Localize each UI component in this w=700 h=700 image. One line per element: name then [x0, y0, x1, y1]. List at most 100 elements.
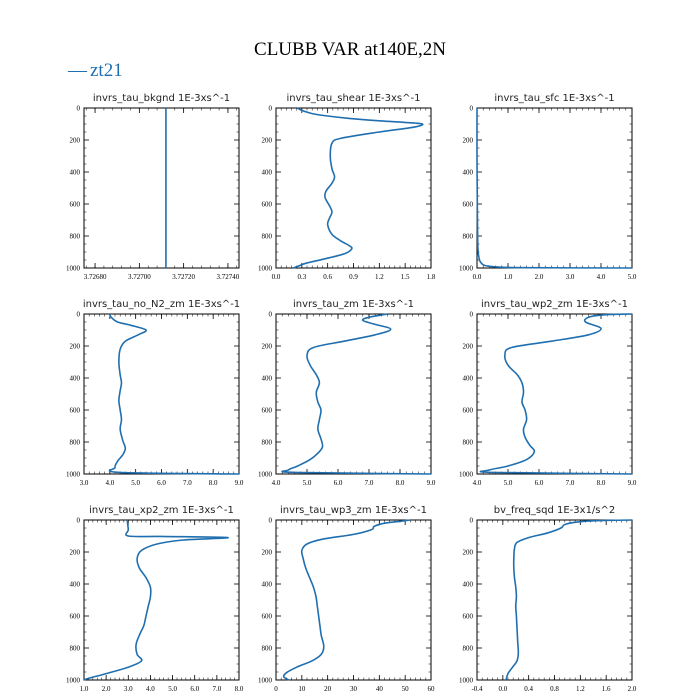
y-tick-label: 600 — [70, 613, 81, 621]
y-tick-label: 800 — [463, 439, 474, 447]
y-tick-label: 800 — [70, 645, 81, 653]
series-line — [282, 519, 411, 681]
x-tick-label: 0.6 — [323, 273, 332, 281]
x-tick-label: 0.9 — [349, 273, 358, 281]
x-tick-label: 3.72720 — [172, 273, 195, 281]
plot-frame — [83, 519, 240, 681]
y-tick-label: 600 — [70, 201, 81, 209]
y-tick-label: 0 — [470, 311, 474, 319]
x-tick-label: 7.0 — [183, 479, 192, 487]
panel-title: invrs_tau_wp3_zm 1E-3xs^-1 — [280, 505, 427, 516]
y-tick-label: 600 — [262, 613, 273, 621]
x-tick-label: 5.0 — [303, 479, 312, 487]
y-tick-label: 0 — [269, 105, 273, 113]
y-tick-label: 600 — [463, 613, 474, 621]
y-tick-label: 600 — [463, 201, 474, 209]
y-tick-label: 0 — [470, 105, 474, 113]
y-tick-label: 800 — [463, 645, 474, 653]
y-tick-label: 200 — [463, 549, 474, 557]
x-tick-label: 3.0 — [124, 685, 133, 693]
x-tick-label: 8.0 — [597, 479, 606, 487]
plot-frame — [275, 519, 432, 681]
plot-frame — [476, 519, 633, 681]
y-tick-label: 600 — [70, 407, 81, 415]
x-tick-label: 0.4 — [524, 685, 533, 693]
y-tick-label: 200 — [70, 549, 81, 557]
panel-title: bv_freq_sqd 1E-3x1/s^2 — [494, 505, 616, 516]
x-tick-label: -0.4 — [471, 685, 483, 693]
x-tick-label: 9.0 — [427, 479, 436, 487]
x-tick-label: 9.0 — [235, 479, 244, 487]
y-tick-label: 0 — [470, 517, 474, 525]
y-tick-label: 1000 — [66, 471, 81, 479]
x-tick-label: 5.0 — [168, 685, 177, 693]
y-tick-label: 200 — [70, 343, 81, 351]
series-line — [83, 519, 229, 681]
panel-title: invrs_tau_zm 1E-3xs^-1 — [293, 299, 414, 310]
x-tick-label: 2.0 — [628, 685, 637, 693]
y-tick-label: 1000 — [258, 677, 273, 685]
x-tick-label: 6.0 — [190, 685, 199, 693]
plot-frame — [275, 313, 432, 475]
x-tick-label: 2.0 — [102, 685, 111, 693]
panel-title: invrs_tau_bkgnd 1E-3xs^-1 — [93, 93, 230, 104]
y-tick-label: 800 — [262, 645, 273, 653]
x-tick-label: 8.0 — [396, 479, 405, 487]
x-tick-label: 0.0 — [473, 273, 482, 281]
chart-panel: invrs_tau_bkgnd 1E-3xs^-1 3.72680 3.72700 3… — [66, 93, 240, 281]
x-tick-label: 5.0 — [131, 479, 140, 487]
x-tick-label: 7.0 — [566, 479, 575, 487]
y-tick-label: 600 — [262, 407, 273, 415]
x-tick-label: 0.8 — [550, 685, 559, 693]
x-tick-label: 1.0 — [504, 273, 513, 281]
y-tick-label: 0 — [269, 517, 273, 525]
legend-marker: — — [67, 60, 88, 81]
x-tick-label: 3.0 — [566, 273, 575, 281]
x-tick-label: 3.72680 — [84, 273, 107, 281]
chart-panel: invrs_tau_wp3_zm 1E-3xs^-10 10 20 30 40 50 600… — [258, 505, 435, 693]
x-tick-label: 2.0 — [535, 273, 544, 281]
x-tick-label: 30 — [350, 685, 358, 693]
chart-panel: invrs_tau_sfc 1E-3xs^-1 0.0 1.0 2.0 3.0 4.0 5.… — [459, 93, 637, 281]
x-tick-label: 0.0 — [272, 273, 281, 281]
y-tick-label: 1000 — [66, 677, 81, 685]
y-tick-label: 400 — [262, 375, 273, 383]
figure-title: CLUBB VAR at140E,2N — [254, 39, 446, 60]
y-tick-label: 400 — [463, 581, 474, 589]
x-tick-label: 0 — [274, 685, 278, 693]
x-tick-label: 4.0 — [146, 685, 155, 693]
panel-title: invrs_tau_sfc 1E-3xs^-1 — [494, 93, 614, 104]
y-tick-label: 800 — [262, 233, 273, 241]
x-tick-label: 10 — [298, 685, 306, 693]
chart-panel: invrs_tau_xp2_zm 1E-3xs^-1 1.0 2.0 3.0 4.0 5.… — [66, 505, 244, 693]
y-tick-label: 1000 — [459, 265, 474, 273]
series-line — [505, 519, 633, 681]
panel-title: invrs_tau_no_N2_zm 1E-3xs^-1 — [83, 299, 240, 310]
series-line — [292, 107, 424, 269]
y-tick-label: 200 — [262, 343, 273, 351]
y-tick-label: 400 — [463, 169, 474, 177]
y-tick-label: 0 — [269, 311, 273, 319]
y-tick-label: 1000 — [459, 677, 474, 685]
y-tick-label: 600 — [463, 407, 474, 415]
series-line — [479, 313, 633, 475]
panel-title: invrs_tau_wp2_zm 1E-3xs^-1 — [481, 299, 628, 310]
y-tick-label: 0 — [77, 105, 81, 113]
x-tick-label: 5.0 — [504, 479, 513, 487]
y-tick-label: 1000 — [459, 471, 474, 479]
chart-panel: invrs_tau_no_N2_zm 1E-3xs^-1 3.0 4.0 5.0 6.0… — [66, 299, 244, 487]
y-tick-label: 600 — [262, 201, 273, 209]
y-tick-label: 200 — [262, 549, 273, 557]
x-tick-label: 7.0 — [212, 685, 221, 693]
y-tick-label: 400 — [70, 581, 81, 589]
y-tick-label: 800 — [463, 233, 474, 241]
chart-panel: invrs_tau_shear 1E-3xs^-1 0.0 0.3 0.6 0.9 1.2… — [258, 93, 436, 281]
legend: — zt21 — [67, 60, 123, 81]
x-tick-label: 0.0 — [498, 685, 507, 693]
x-tick-label: 20 — [324, 685, 332, 693]
y-tick-label: 800 — [70, 439, 81, 447]
y-tick-label: 0 — [77, 517, 81, 525]
x-tick-label: 1.2 — [576, 685, 585, 693]
y-tick-label: 400 — [70, 169, 81, 177]
